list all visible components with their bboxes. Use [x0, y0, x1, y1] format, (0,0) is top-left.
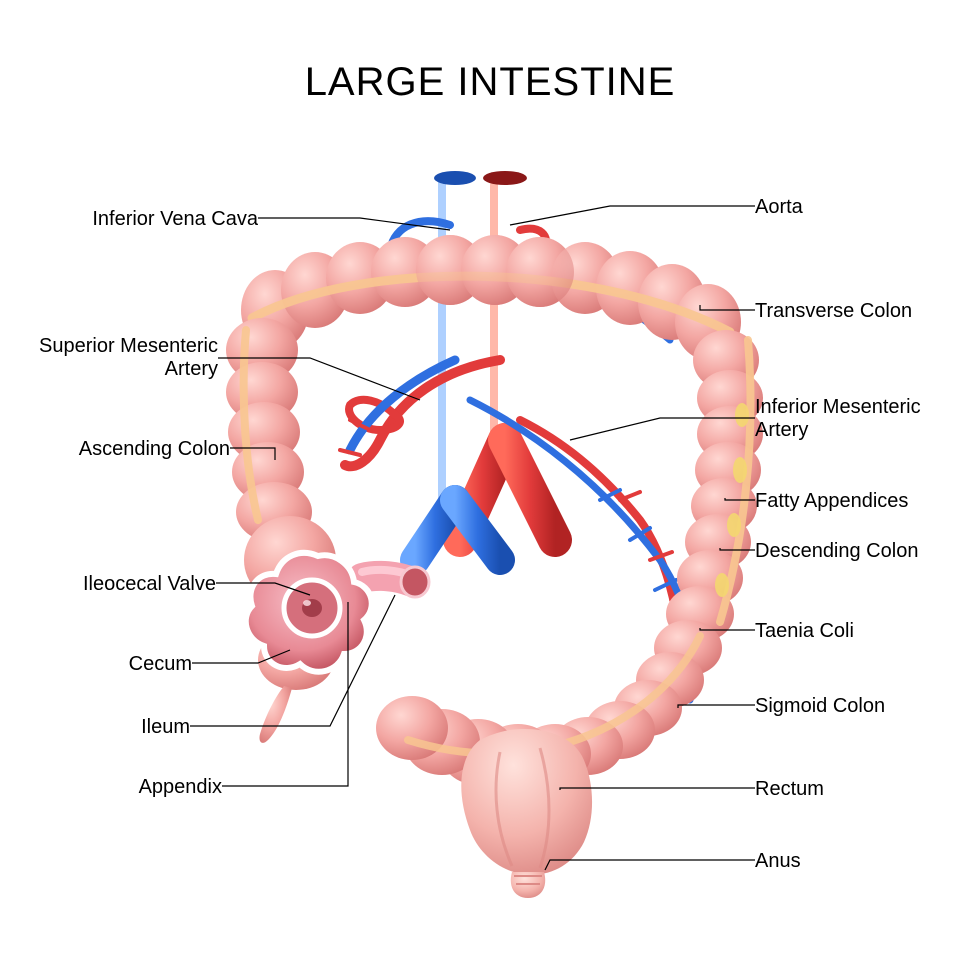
label-ileocecal-valve: Ileocecal Valve — [83, 573, 216, 596]
label-inferior-mesenteric-artery: Inferior Mesenteric Artery — [755, 396, 921, 442]
label-taenia-coli: Taenia Coli — [755, 620, 854, 643]
label-ileum: Ileum — [141, 716, 190, 739]
rectum-shape — [461, 729, 592, 898]
label-ascending-colon: Ascending Colon — [79, 438, 230, 461]
label-descending-colon: Descending Colon — [755, 540, 918, 563]
label-fatty-appendices: Fatty Appendices — [755, 490, 908, 513]
label-cecum: Cecum — [129, 653, 192, 676]
vessel-tops — [434, 171, 527, 248]
label-inferior-vena-cava: Inferior Vena Cava — [92, 208, 258, 231]
label-transverse-colon: Transverse Colon — [755, 300, 912, 323]
ascending-colon — [226, 318, 312, 542]
descending-colon — [666, 330, 763, 642]
label-rectum: Rectum — [755, 778, 824, 801]
label-appendix: Appendix — [139, 776, 222, 799]
appendix-shape — [259, 686, 292, 743]
label-sigmoid-colon: Sigmoid Colon — [755, 695, 885, 718]
label-anus: Anus — [755, 850, 801, 873]
label-aorta: Aorta — [755, 196, 803, 219]
label-superior-mesenteric-artery: Superior Mesenteric Artery — [39, 335, 218, 381]
